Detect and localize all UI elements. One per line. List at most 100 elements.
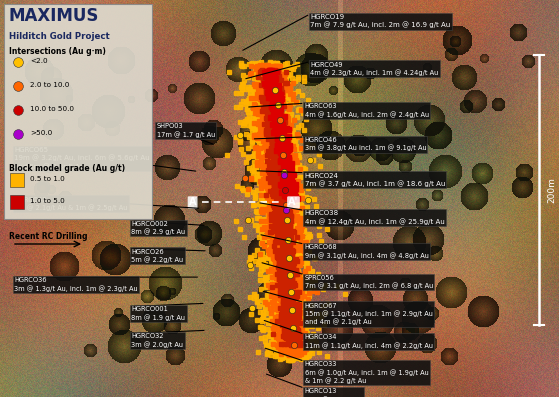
Bar bbox=[278, 163, 282, 167]
Bar bbox=[269, 87, 273, 91]
Bar bbox=[264, 116, 268, 119]
Bar bbox=[277, 105, 281, 109]
Bar bbox=[273, 167, 277, 171]
Bar bbox=[275, 180, 279, 184]
Bar bbox=[253, 84, 257, 88]
Bar bbox=[285, 157, 290, 162]
Bar bbox=[265, 83, 269, 87]
Bar bbox=[278, 179, 282, 183]
Bar bbox=[292, 338, 296, 343]
Bar bbox=[274, 177, 279, 181]
Bar bbox=[282, 254, 286, 258]
Bar bbox=[276, 237, 280, 241]
Bar bbox=[307, 232, 311, 236]
Bar bbox=[272, 187, 276, 191]
Bar bbox=[255, 61, 259, 65]
Bar bbox=[288, 204, 292, 208]
Bar bbox=[267, 89, 272, 94]
Bar bbox=[280, 309, 285, 313]
Bar bbox=[266, 156, 270, 160]
Bar bbox=[296, 153, 300, 157]
Bar bbox=[278, 140, 283, 145]
Bar bbox=[281, 146, 286, 151]
Bar bbox=[262, 66, 266, 69]
Bar bbox=[267, 98, 271, 102]
Bar bbox=[309, 279, 313, 283]
Bar bbox=[272, 245, 276, 249]
Bar bbox=[290, 200, 293, 204]
Bar bbox=[277, 142, 282, 146]
Bar bbox=[288, 334, 292, 338]
Bar bbox=[277, 265, 281, 270]
Bar bbox=[283, 313, 287, 317]
Bar bbox=[297, 244, 301, 248]
Bar bbox=[274, 333, 278, 337]
Bar bbox=[300, 212, 304, 216]
Bar bbox=[275, 333, 280, 337]
Bar bbox=[250, 128, 254, 132]
Bar bbox=[280, 156, 283, 161]
Bar bbox=[283, 328, 287, 331]
Bar bbox=[292, 268, 296, 272]
Bar bbox=[265, 167, 269, 171]
Bar bbox=[288, 156, 292, 160]
Bar bbox=[278, 259, 282, 263]
Bar bbox=[263, 119, 267, 123]
Bar bbox=[287, 316, 291, 320]
Bar bbox=[272, 152, 276, 156]
Bar bbox=[283, 134, 288, 139]
Bar bbox=[281, 94, 285, 98]
Bar bbox=[273, 126, 277, 130]
Bar bbox=[279, 177, 283, 181]
Bar bbox=[268, 78, 273, 83]
Bar bbox=[283, 120, 287, 124]
Bar bbox=[272, 126, 277, 130]
Bar bbox=[289, 341, 293, 345]
Bar bbox=[303, 357, 307, 361]
Bar bbox=[285, 348, 288, 352]
Bar bbox=[280, 145, 283, 148]
Bar bbox=[293, 326, 297, 330]
Bar bbox=[269, 108, 273, 112]
Bar bbox=[277, 290, 281, 294]
Bar bbox=[297, 338, 301, 342]
Bar bbox=[280, 303, 284, 307]
Bar bbox=[291, 327, 295, 331]
Bar bbox=[288, 224, 292, 227]
Bar bbox=[301, 310, 305, 314]
Bar bbox=[287, 329, 291, 333]
Bar bbox=[277, 138, 281, 142]
Bar bbox=[292, 172, 296, 176]
Bar bbox=[269, 81, 274, 85]
Bar bbox=[287, 352, 291, 356]
Bar bbox=[276, 237, 281, 241]
Bar bbox=[292, 331, 296, 335]
Bar bbox=[288, 178, 293, 182]
Bar bbox=[282, 183, 286, 187]
Bar bbox=[287, 253, 291, 257]
Bar bbox=[290, 327, 293, 331]
Bar bbox=[278, 180, 282, 184]
Bar bbox=[264, 158, 268, 162]
Bar bbox=[281, 196, 286, 200]
Bar bbox=[280, 155, 285, 160]
Bar bbox=[281, 146, 285, 150]
Bar bbox=[272, 166, 276, 170]
Bar bbox=[304, 335, 307, 339]
Bar bbox=[258, 96, 262, 100]
Bar bbox=[285, 204, 289, 208]
Bar bbox=[295, 305, 299, 309]
Bar bbox=[282, 226, 287, 230]
Bar bbox=[285, 309, 288, 313]
Bar bbox=[285, 320, 289, 324]
Bar bbox=[270, 181, 274, 185]
Bar bbox=[272, 77, 276, 81]
Bar bbox=[280, 256, 284, 260]
Bar bbox=[267, 91, 271, 95]
Bar bbox=[274, 188, 278, 192]
Bar bbox=[312, 289, 316, 293]
Bar bbox=[280, 279, 283, 283]
Bar bbox=[272, 220, 276, 224]
Bar bbox=[284, 235, 288, 239]
Bar bbox=[286, 147, 290, 151]
